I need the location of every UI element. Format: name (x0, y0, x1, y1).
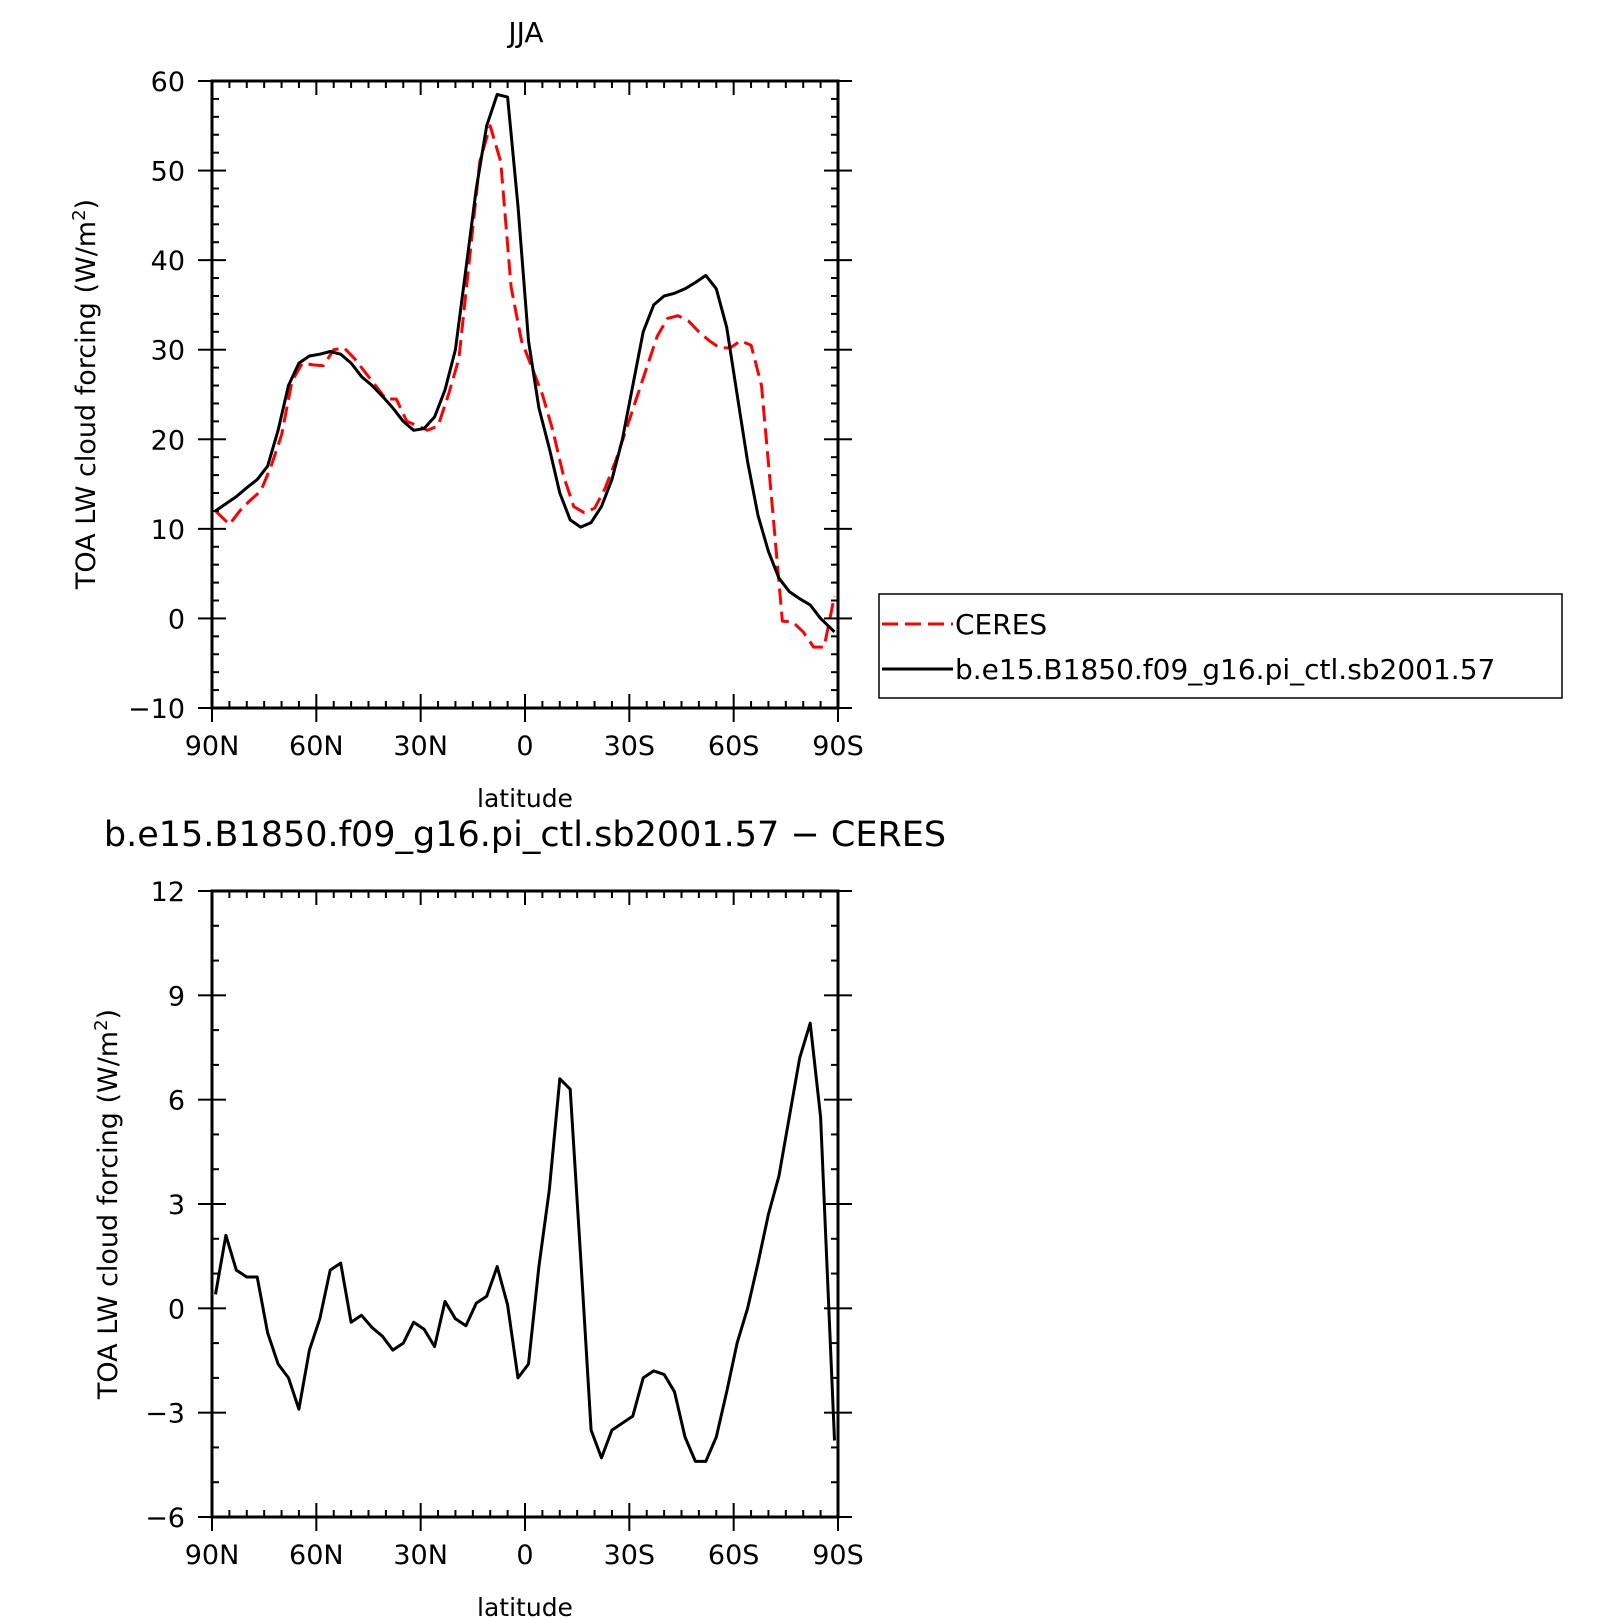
top-y-tick-label: 60 (151, 67, 185, 98)
legend-label-ceres: CERES (955, 608, 1047, 641)
top-panel-ticks: 90N 60N 30N 0 30S 60S 90S −10 0 10 20 30 40 50 60 (128, 67, 864, 762)
top-y-tick-label: 0 (168, 604, 185, 635)
bottom-x-tick-label: 0 (516, 1540, 533, 1571)
top-panel-title: JJA (506, 16, 543, 49)
top-panel-xlabel: latitude (477, 784, 573, 813)
top-x-tick-label: 30N (393, 731, 448, 762)
top-x-tick-label: 60N (289, 731, 344, 762)
legend-label-model: b.e15.B1850.f09_g16.pi_ctl.sb2001.57 (955, 653, 1495, 686)
bottom-x-tick-label: 90S (812, 1540, 864, 1571)
bottom-y-tick-label: 6 (168, 1086, 185, 1117)
legend-box (878, 593, 1563, 699)
top-y-tick-label: 10 (151, 515, 185, 546)
bottom-x-tick-label: 30S (604, 1540, 656, 1571)
top-series-line-model (214, 92, 836, 633)
top-panel-frame (210, 79, 840, 710)
bottom-y-tick-label: 3 (168, 1190, 185, 1221)
bottom-y-tick-label: −3 (145, 1399, 185, 1430)
bottom-panel-ticks: 90N 60N 30N 0 30S 60S 90S −6 −3 0 3 6 9 12 (145, 877, 864, 1571)
bottom-panel-title: b.e15.B1850.f09_g16.pi_ctl.sb2001.57 − C… (104, 815, 946, 855)
top-y-tick-label: −10 (128, 694, 185, 725)
bottom-y-tick-label: 9 (168, 981, 185, 1012)
top-panel-ylabel: TOA LW cloud forcing (W/m2) (69, 199, 102, 590)
bottom-x-tick-label: 30N (393, 1540, 448, 1571)
bottom-y-tick-label: −6 (145, 1503, 185, 1534)
top-x-tick-label: 90N (185, 731, 240, 762)
bottom-y-tick-label: 0 (168, 1294, 185, 1325)
bottom-panel-xlabel: latitude (477, 1593, 573, 1619)
bottom-x-tick-label: 60S (708, 1540, 760, 1571)
bottom-x-tick-label: 90N (185, 1540, 240, 1571)
bottom-panel: b.e15.B1850.f09_g16.pi_ctl.sb2001.57 − C… (91, 815, 946, 1619)
bottom-panel-frame (210, 889, 840, 1519)
top-panel-curves (214, 92, 836, 649)
top-x-tick-label: 60S (708, 731, 760, 762)
bottom-x-tick-label: 60N (289, 1540, 344, 1571)
top-y-tick-label: 30 (151, 336, 185, 367)
bottom-y-tick-label: 12 (151, 877, 185, 908)
top-y-tick-label: 50 (151, 157, 185, 188)
top-x-tick-label: 30S (604, 731, 656, 762)
bottom-panel-curves (214, 1021, 836, 1463)
top-series-line-ceres (214, 124, 836, 649)
bottom-series-line-model (214, 1021, 836, 1463)
top-y-tick-label: 20 (151, 425, 185, 456)
top-x-tick-label: 0 (516, 731, 533, 762)
bottom-panel-ylabel: TOA LW cloud forcing (W/m2) (91, 1009, 124, 1400)
top-y-tick-label: 40 (151, 246, 185, 277)
legend: CERES b.e15.B1850.f09_g16.pi_ctl.sb2001.… (878, 593, 1563, 699)
top-panel: JJA 90N 60N 30N 0 30S 60S 90S−100102030405060 … (69, 16, 864, 813)
top-x-tick-label: 90S (812, 731, 864, 762)
